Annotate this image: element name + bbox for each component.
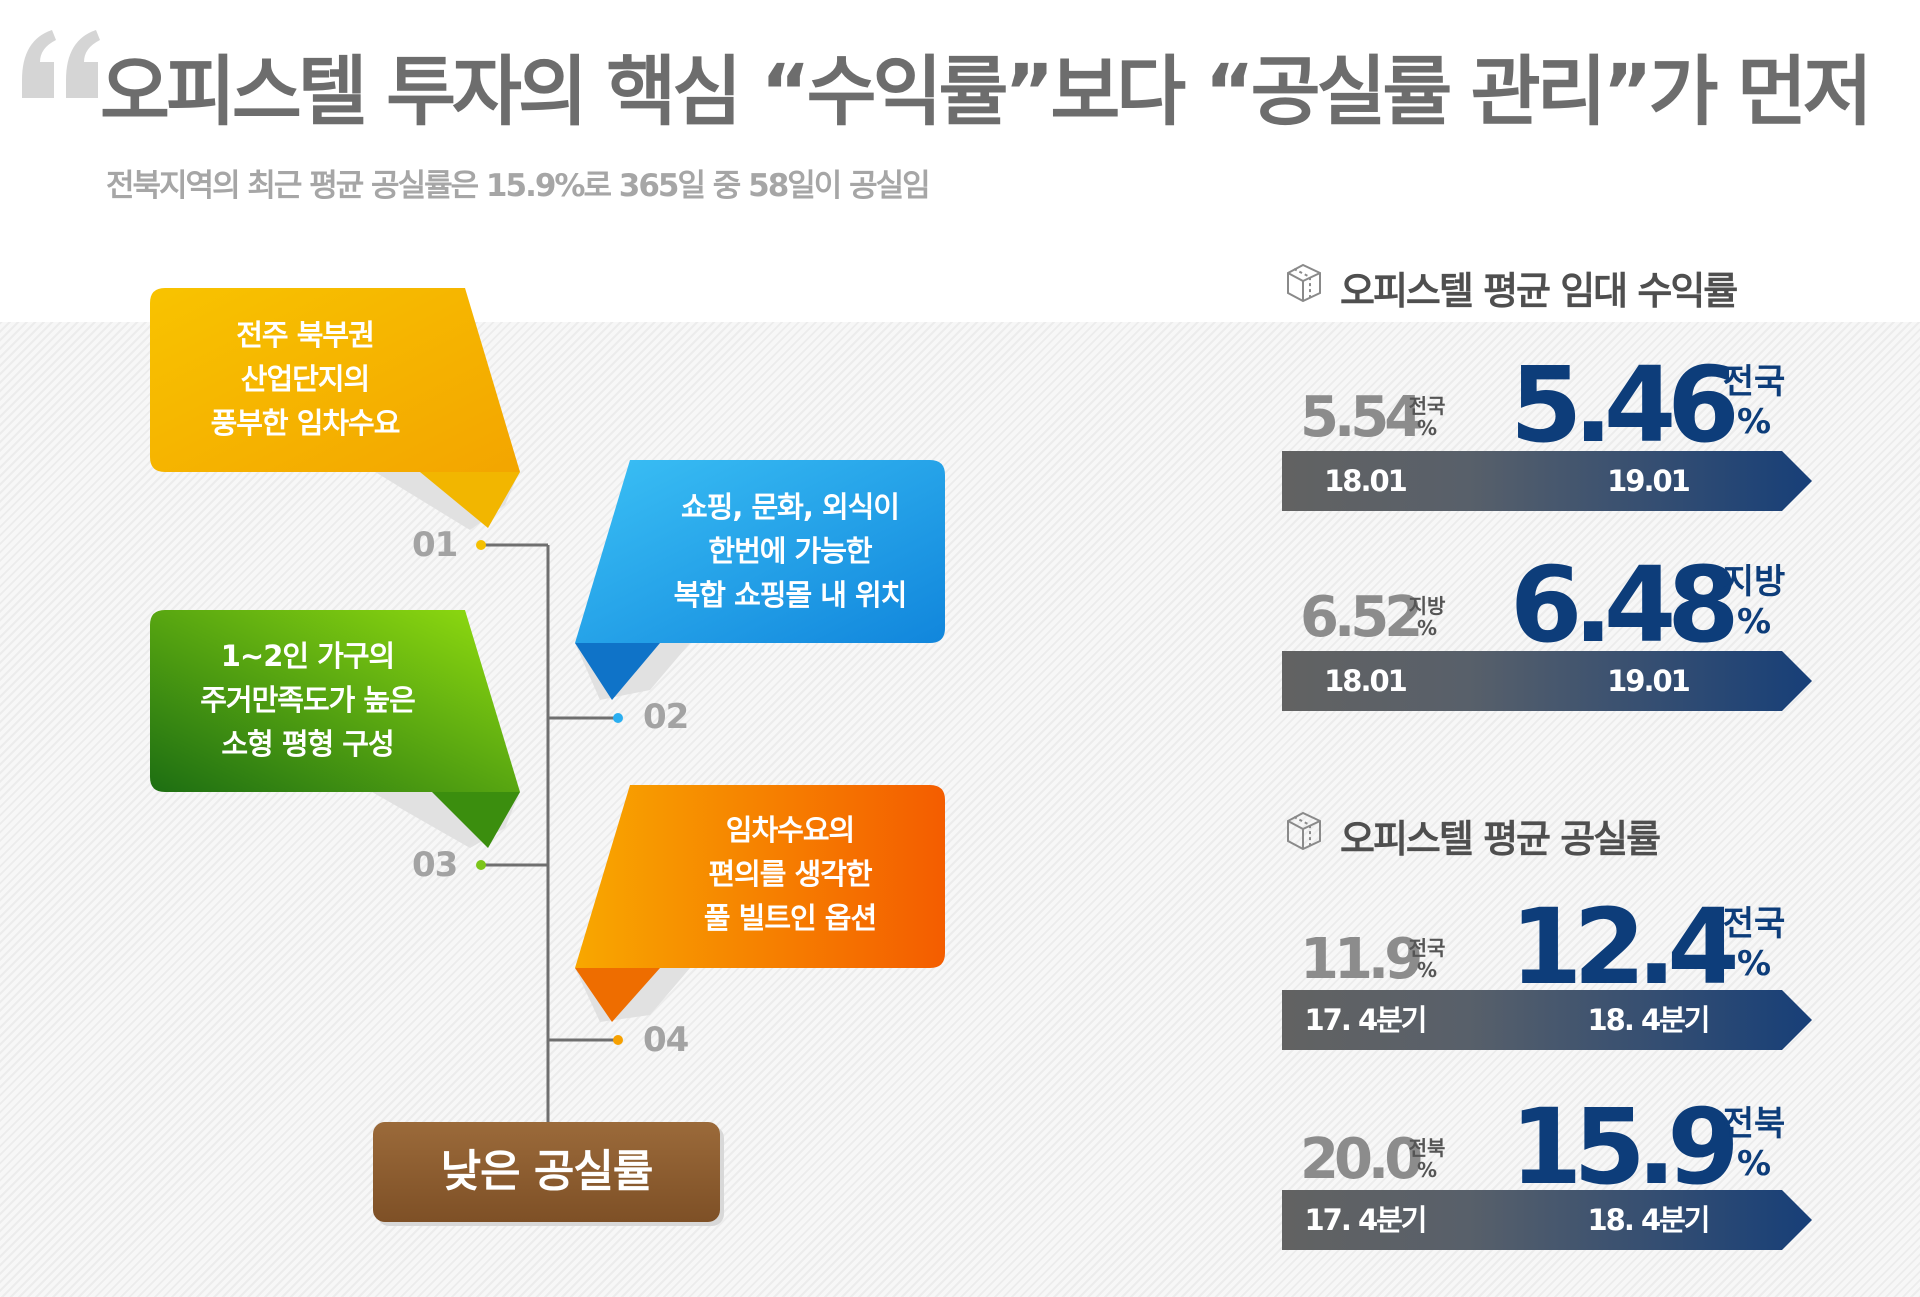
ribbon-02	[575, 460, 945, 700]
vacancy-new-region-1-name: 전국	[1722, 904, 1786, 944]
factor-03-number: 03	[412, 845, 458, 885]
factor-04-text: 임차수요의 편의를 생각한 풀 빌트인 옵션	[640, 808, 940, 940]
ribbon-01	[150, 288, 520, 530]
factor-02-number: 02	[643, 697, 689, 737]
page-title: 오피스텔 투자의 핵심 “수익률”보다 “공실률 관리”가 먼저	[100, 47, 1873, 136]
vacancy-old-value-1: 11.9	[1300, 927, 1423, 992]
vacancy-old-value-2: 20.0	[1300, 1127, 1423, 1192]
section-vacancy-title: 오피스텔 평균 공실률	[1340, 817, 1661, 861]
yield-old-region-2: 지방 %	[1407, 595, 1447, 639]
vacancy-old-period-2: 17. 4분기	[1304, 1203, 1427, 1237]
factor-03-line-3: 소형 평형 구성	[221, 727, 394, 761]
yield-old-unit-1: %	[1416, 416, 1438, 440]
vacancy-old-period-1: 17. 4분기	[1304, 1003, 1427, 1037]
vacancy-new-region-1: 전국 %	[1722, 904, 1786, 984]
vacancy-new-region-2-name: 전북	[1722, 1104, 1786, 1144]
factor-04-number: 04	[643, 1020, 689, 1060]
ribbon-03	[150, 610, 520, 848]
yield-new-value-2: 6.48	[1510, 544, 1740, 666]
factor-03-line-1: 1~2인 가구의	[220, 639, 395, 673]
vacancy-old-unit-1: %	[1416, 958, 1438, 982]
yield-new-region-2-name: 지방	[1722, 562, 1786, 602]
yield-old-value-2: 6.52	[1300, 585, 1423, 650]
section-rental-yield-title: 오피스텔 평균 임대 수익률	[1340, 269, 1738, 313]
factor-02-text: 쇼핑, 문화, 외식이 한번에 가능한 복합 쇼핑몰 내 위치	[640, 485, 940, 617]
quote-icon	[22, 30, 100, 98]
yield-new-unit-1: %	[1736, 402, 1772, 442]
factor-diagram-graphics	[150, 288, 945, 1122]
yield-new-value-1: 5.46	[1510, 344, 1740, 466]
vacancy-new-unit-1: %	[1736, 944, 1772, 984]
cube-icon	[1287, 263, 1321, 303]
vacancy-new-period-1: 18. 4분기	[1587, 1003, 1710, 1037]
yield-new-region-1-name: 전국	[1722, 362, 1786, 402]
factor-01-line-1: 전주 북부권	[236, 318, 375, 352]
yield-old-period-2: 18.01	[1324, 664, 1408, 698]
yield-new-region-2: 지방 %	[1722, 562, 1786, 642]
yield-old-period-1: 18.01	[1324, 464, 1408, 498]
factor-01-text: 전주 북부권 산업단지의 풍부한 임차수요	[150, 313, 460, 445]
dot-02	[613, 713, 623, 723]
factor-03-line-2: 주거만족도가 높은	[200, 683, 416, 717]
vacancy-old-region-1-name: 전국	[1408, 936, 1446, 960]
factor-diagram: 전주 북부권 산업단지의 풍부한 임차수요 쇼핑, 문화, 외식이 한번에 가능…	[150, 288, 945, 1222]
vacancy-new-region-2: 전북 %	[1722, 1104, 1786, 1184]
ribbon-04	[575, 785, 945, 1022]
yield-old-value-1: 5.54	[1300, 385, 1423, 450]
yield-period-bar-1	[1282, 451, 1812, 511]
vacancy-period-bar-2	[1282, 1190, 1812, 1250]
yield-old-region-1-name: 전국	[1408, 394, 1446, 418]
factor-02-line-2: 한번에 가능한	[708, 534, 872, 568]
vacancy-old-region-2: 전북 %	[1407, 1137, 1447, 1181]
factor-01-number: 01	[412, 525, 458, 565]
factor-02-line-3: 복합 쇼핑몰 내 위치	[673, 578, 908, 612]
dot-03	[476, 860, 486, 870]
factor-04-line-1: 임차수요의	[725, 813, 855, 847]
factor-01-line-2: 산업단지의	[240, 362, 370, 396]
vacancy-old-unit-2: %	[1416, 1158, 1438, 1182]
vacancy-period-bar-1	[1282, 990, 1812, 1050]
vacancy-old-region-2-name: 전북	[1408, 1136, 1446, 1160]
yield-new-period-2: 19.01	[1607, 664, 1691, 698]
cube-icon	[1287, 811, 1321, 851]
vacancy-new-unit-2: %	[1736, 1144, 1772, 1184]
yield-old-region-1: 전국 %	[1407, 395, 1447, 439]
dot-04	[613, 1035, 623, 1045]
factor-03-text: 1~2인 가구의 주거만족도가 높은 소형 평형 구성	[150, 634, 465, 766]
yield-old-region-2-name: 지방	[1408, 594, 1446, 618]
yield-new-unit-2: %	[1736, 602, 1772, 642]
factor-02-line-1: 쇼핑, 문화, 외식이	[681, 490, 900, 524]
yield-new-period-1: 19.01	[1607, 464, 1691, 498]
yield-old-unit-2: %	[1416, 616, 1438, 640]
yield-period-bar-2	[1282, 651, 1812, 711]
connector-lines	[481, 543, 618, 1122]
yield-new-region-1: 전국 %	[1722, 362, 1786, 442]
factor-04-line-3: 풀 빌트인 옵션	[703, 901, 877, 935]
vacancy-old-region-1: 전국 %	[1407, 937, 1447, 981]
vacancy-new-period-2: 18. 4분기	[1587, 1203, 1710, 1237]
low-vacancy-box: 낮은 공실률	[373, 1122, 720, 1222]
low-vacancy-label: 낮은 공실률	[440, 1146, 654, 1197]
vacancy-new-value-1: 12.4	[1510, 886, 1740, 1008]
factor-04-line-2: 편의를 생각한	[708, 857, 872, 891]
dot-01	[476, 540, 486, 550]
page-subtitle: 전북지역의 최근 평균 공실률은 15.9%로 365일 중 58일이 공실임	[106, 168, 931, 204]
factor-01-line-3: 풍부한 임차수요	[210, 406, 401, 440]
vacancy-new-value-2: 15.9	[1510, 1086, 1740, 1208]
